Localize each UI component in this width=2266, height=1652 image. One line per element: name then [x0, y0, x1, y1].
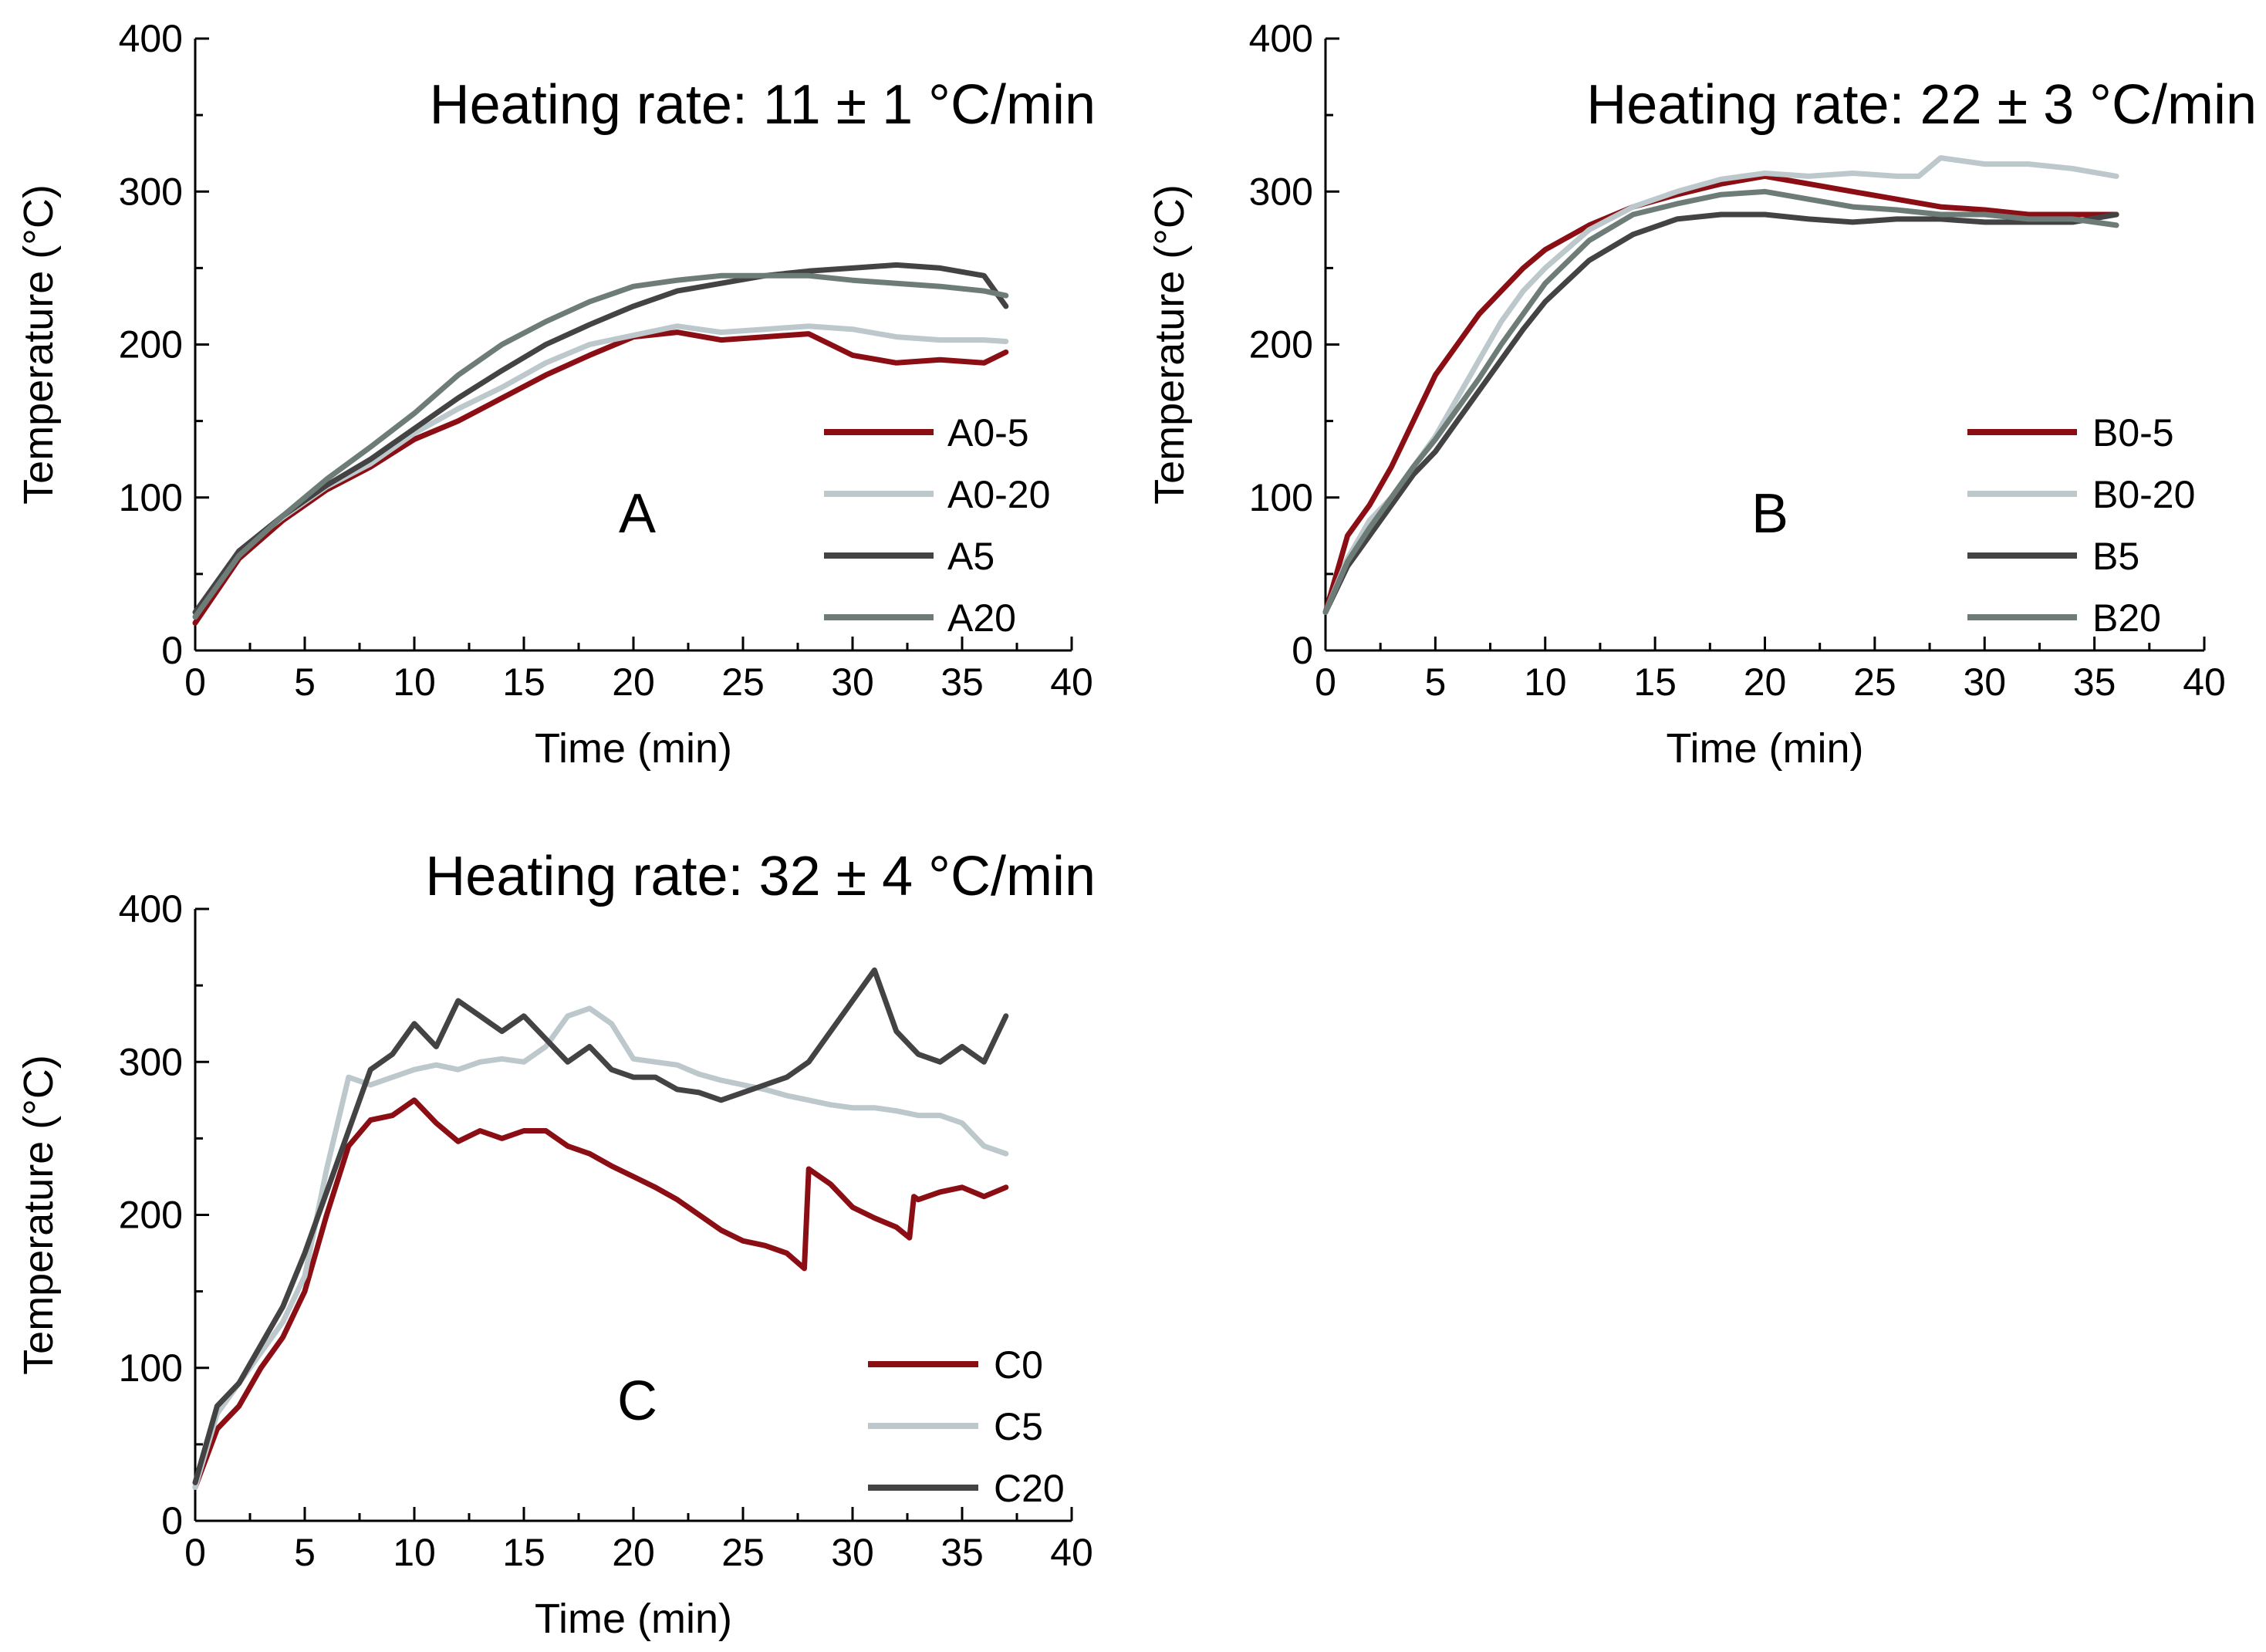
y-axis-title: Temperature (°C) — [15, 1055, 62, 1375]
x-tick-label: 35 — [941, 660, 984, 704]
x-tick-label: 25 — [721, 660, 765, 704]
y-tick-label: 100 — [1249, 476, 1313, 519]
x-tick-label: 30 — [831, 1531, 874, 1574]
legend-label-b0-20: B0-20 — [2092, 473, 2195, 516]
x-tick-label: 20 — [612, 660, 655, 704]
x-tick-label: 15 — [502, 1531, 545, 1574]
legend-label-a5: A5 — [947, 535, 995, 578]
y-tick-label: 0 — [161, 1499, 183, 1542]
y-tick-label: 200 — [1249, 323, 1313, 367]
legend-label-c0: C0 — [994, 1343, 1043, 1387]
x-tick-label: 10 — [393, 660, 436, 704]
x-tick-label: 0 — [184, 1531, 206, 1574]
legend-label-b20: B20 — [2092, 596, 2161, 640]
y-tick-label: 100 — [119, 1346, 183, 1390]
legend-label-b5: B5 — [2092, 535, 2139, 578]
legend-label-c20: C20 — [994, 1467, 1065, 1510]
legend-label-b0-5: B0-5 — [2092, 411, 2174, 454]
x-tick-label: 5 — [294, 1531, 316, 1574]
x-tick-label: 15 — [502, 660, 545, 704]
x-tick-label: 30 — [1963, 660, 2006, 704]
chart-title: Heating rate: 32 ± 4 °C/min — [425, 846, 1096, 907]
chart-title: Heating rate: 22 ± 3 °C/min — [1586, 74, 2257, 136]
x-tick-label: 15 — [1633, 660, 1677, 704]
chart-title: Heating rate: 11 ± 1 °C/min — [430, 74, 1096, 136]
y-tick-label: 400 — [1249, 17, 1313, 60]
y-axis-title: Temperature (°C) — [1147, 184, 1193, 505]
panel-letter: A — [619, 483, 656, 545]
panel-letter: B — [1751, 483, 1788, 545]
x-tick-label: 40 — [1050, 660, 1093, 704]
x-tick-label: 40 — [1050, 1531, 1093, 1574]
legend-label-a0-5: A0-5 — [947, 411, 1029, 454]
series-line-c0 — [192, 1097, 1009, 1490]
x-axis-title: Time (min) — [535, 1596, 732, 1642]
x-tick-label: 35 — [941, 1531, 984, 1574]
series-line-a5 — [192, 262, 1009, 615]
legend-label-a20: A20 — [947, 596, 1016, 640]
series-line-c5 — [192, 1005, 1009, 1490]
x-tick-label: 30 — [831, 660, 874, 704]
x-tick-label: 5 — [294, 660, 316, 704]
series-line-b0-5 — [1322, 173, 2119, 615]
legend-label-a0-20: A0-20 — [947, 473, 1050, 516]
y-axis-title: Temperature (°C) — [15, 184, 62, 505]
y-tick-label: 0 — [1292, 629, 1313, 672]
y-tick-label: 300 — [1249, 170, 1313, 213]
y-tick-label: 300 — [119, 170, 183, 213]
series-line-c20 — [192, 967, 1009, 1485]
x-tick-label: 25 — [1853, 660, 1896, 704]
legend-label-c5: C5 — [994, 1405, 1043, 1448]
x-tick-label: 0 — [184, 660, 206, 704]
y-tick-label: 0 — [161, 629, 183, 672]
x-axis-title: Time (min) — [1667, 725, 1864, 772]
y-tick-label: 400 — [119, 887, 183, 931]
x-tick-label: 20 — [612, 1531, 655, 1574]
x-tick-label: 35 — [2073, 660, 2116, 704]
series-line-b0-20 — [1322, 155, 2119, 615]
y-tick-label: 300 — [119, 1040, 183, 1083]
y-tick-label: 100 — [119, 476, 183, 519]
x-axis-title: Time (min) — [535, 725, 732, 772]
panel-letter: C — [617, 1370, 657, 1432]
x-tick-label: 10 — [393, 1531, 436, 1574]
x-tick-label: 40 — [2183, 660, 2226, 704]
series-line-a0-20 — [192, 323, 1009, 620]
series-line-b5 — [1322, 211, 2119, 615]
series-line-a0-5 — [192, 329, 1009, 626]
x-tick-label: 20 — [1744, 660, 1787, 704]
x-tick-label: 10 — [1524, 660, 1567, 704]
x-tick-label: 0 — [1315, 660, 1336, 704]
y-tick-label: 400 — [119, 17, 183, 60]
series-line-b20 — [1322, 188, 2119, 615]
y-tick-label: 200 — [119, 323, 183, 367]
series-line-a20 — [192, 272, 1009, 620]
y-tick-label: 200 — [119, 1194, 183, 1237]
x-tick-label: 5 — [1424, 660, 1446, 704]
x-tick-label: 25 — [721, 1531, 765, 1574]
